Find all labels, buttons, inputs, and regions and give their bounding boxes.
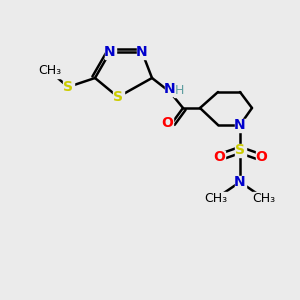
Text: O: O bbox=[161, 116, 173, 130]
Text: S: S bbox=[63, 80, 73, 94]
Text: CH₃: CH₃ bbox=[38, 64, 61, 77]
Bar bbox=[203, 191, 229, 205]
Bar bbox=[161, 116, 172, 130]
Bar bbox=[214, 151, 224, 164]
Bar bbox=[112, 91, 124, 103]
Text: S: S bbox=[113, 90, 123, 104]
Text: O: O bbox=[213, 150, 225, 164]
Text: N: N bbox=[234, 175, 246, 189]
Bar bbox=[136, 46, 148, 59]
Text: O: O bbox=[255, 150, 267, 164]
Text: CH₃: CH₃ bbox=[252, 191, 276, 205]
Bar bbox=[235, 118, 245, 131]
Text: H: H bbox=[174, 83, 184, 97]
Bar bbox=[174, 86, 184, 97]
Bar bbox=[164, 82, 175, 95]
Bar bbox=[251, 191, 277, 205]
Bar bbox=[235, 143, 245, 157]
Bar bbox=[62, 80, 74, 94]
Text: CH₃: CH₃ bbox=[204, 191, 228, 205]
Bar bbox=[256, 151, 266, 164]
Bar bbox=[104, 46, 116, 59]
Text: N: N bbox=[136, 45, 148, 59]
Text: N: N bbox=[104, 45, 116, 59]
Text: N: N bbox=[164, 82, 176, 96]
Text: N: N bbox=[234, 118, 246, 132]
Bar bbox=[235, 176, 245, 188]
Text: S: S bbox=[235, 143, 245, 157]
Bar bbox=[38, 64, 62, 77]
